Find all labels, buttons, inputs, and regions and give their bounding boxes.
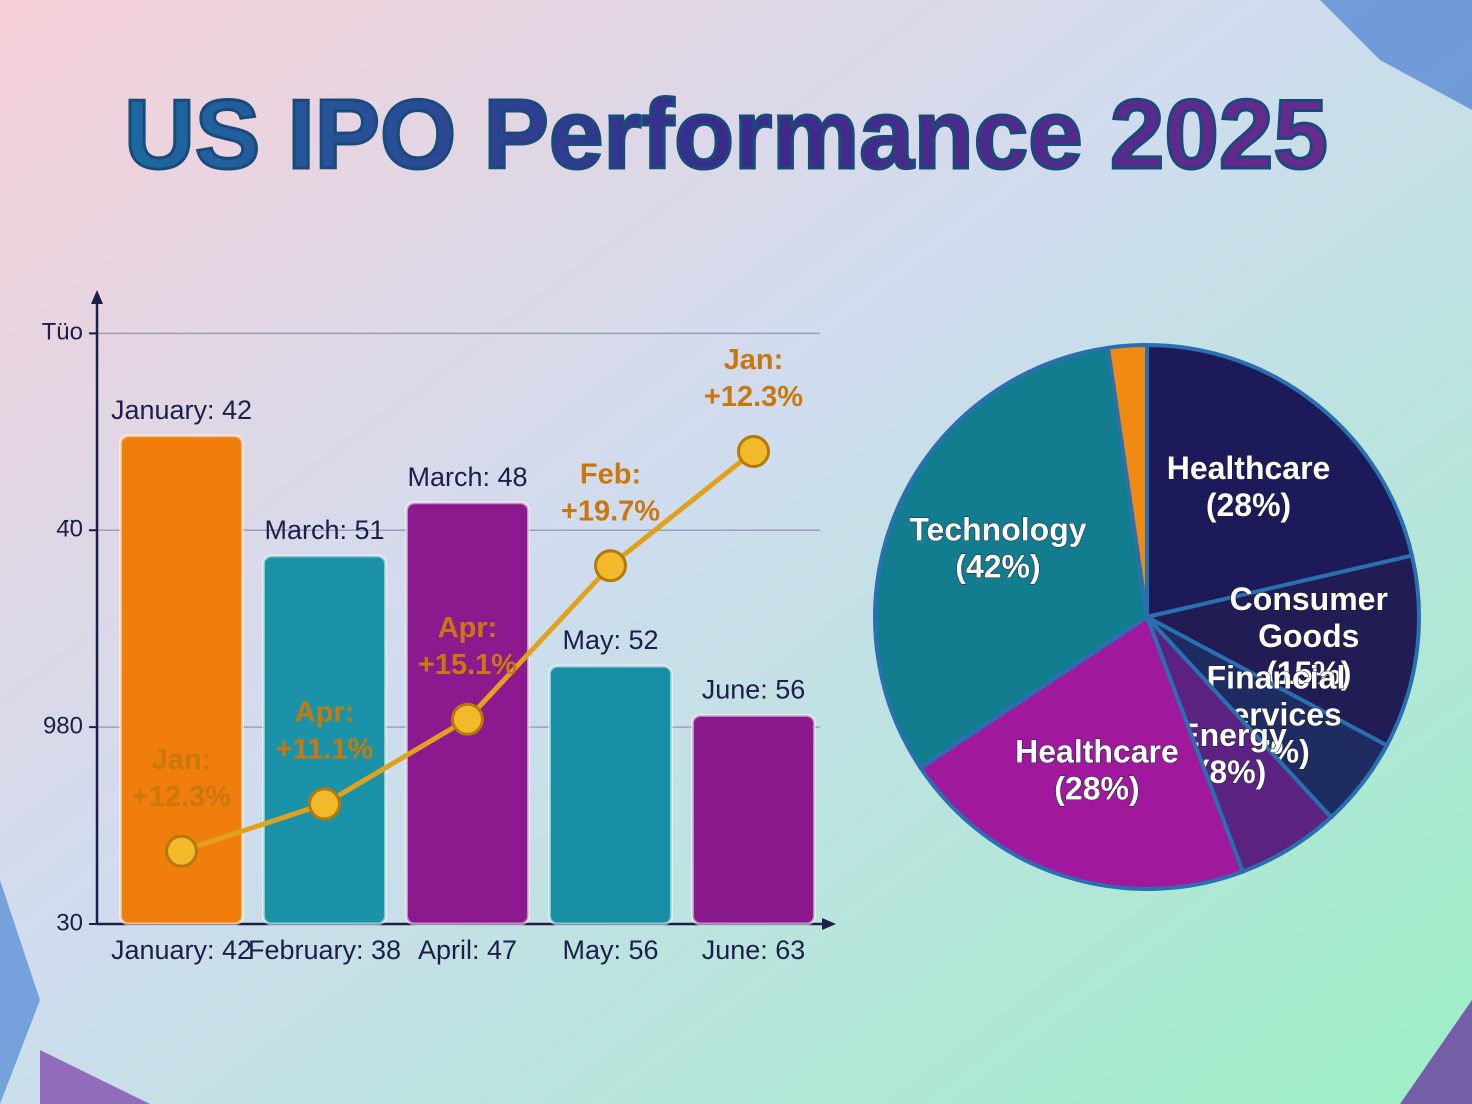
line-label: +11.1%	[276, 734, 374, 766]
pie-label: (28%)	[1054, 770, 1139, 806]
line-label: +12.3%	[132, 781, 231, 813]
bar-top-label: March: 48	[407, 462, 527, 492]
decor	[0, 880, 40, 1104]
line-label: Apr:	[438, 612, 498, 644]
pie-slice	[873, 345, 1150, 771]
line-point	[308, 787, 341, 821]
pie-label: Goods	[1258, 618, 1359, 654]
pie-label: Financial	[1207, 659, 1346, 695]
y-tick-label: 4̈0	[56, 516, 83, 543]
line-label: +19.7%	[561, 495, 660, 527]
line-label: Jan:	[724, 344, 784, 376]
pie-label: Healthcare	[1015, 733, 1179, 769]
x-tick-label: February: 38	[248, 935, 401, 965]
bar	[119, 434, 244, 926]
line-label: +15.1%	[418, 649, 517, 681]
line-label: Feb:	[580, 458, 641, 490]
line-point	[594, 549, 627, 583]
title: US IPO Performance 2025	[124, 79, 1328, 189]
y-tick-label: 980	[43, 712, 83, 739]
x-tick-label: June: 63	[702, 935, 806, 965]
pie-label: Consumer	[1230, 581, 1388, 617]
bar	[262, 554, 387, 926]
line-label: Apr:	[295, 697, 355, 729]
line-point	[451, 702, 484, 736]
line-point	[165, 834, 198, 868]
pie-label: Technology	[909, 511, 1086, 547]
pie-slice	[917, 613, 1246, 891]
decor	[1400, 1000, 1472, 1104]
line-label: +12.3%	[704, 381, 803, 413]
x-tick-label: May: 56	[562, 935, 658, 965]
pie-slice	[1141, 553, 1421, 749]
pie-label: (42%)	[955, 548, 1040, 584]
y-tick-label: 30	[56, 909, 83, 936]
pie-slice	[1105, 342, 1149, 618]
pie-slice	[1145, 342, 1415, 620]
pie-label: Healthcare	[1167, 450, 1331, 486]
decor	[1320, 0, 1472, 110]
axis-arrow	[822, 918, 836, 930]
bar-top-label: January: 42	[111, 395, 252, 425]
y-tick-label: Tüo	[42, 319, 83, 346]
bar-top-label: June: 56	[702, 674, 806, 704]
axis-arrow	[91, 290, 103, 304]
charts: 30 980 4̈0 Tüo January: 42 January: 42 March: …	[42, 290, 1421, 965]
line-label: Jan:	[152, 744, 212, 776]
bar-top-label: March: 51	[264, 515, 384, 545]
x-tick-label: January: 42	[111, 935, 252, 965]
bar-top-label: May: 52	[562, 625, 658, 655]
line-point	[737, 435, 770, 468]
bar	[691, 713, 816, 926]
x-tick-label: April: 47	[418, 935, 517, 965]
decor	[40, 1050, 150, 1104]
pie-label: (28%)	[1206, 487, 1291, 523]
pie-label: (15%)	[1266, 655, 1351, 691]
bar	[548, 664, 673, 926]
